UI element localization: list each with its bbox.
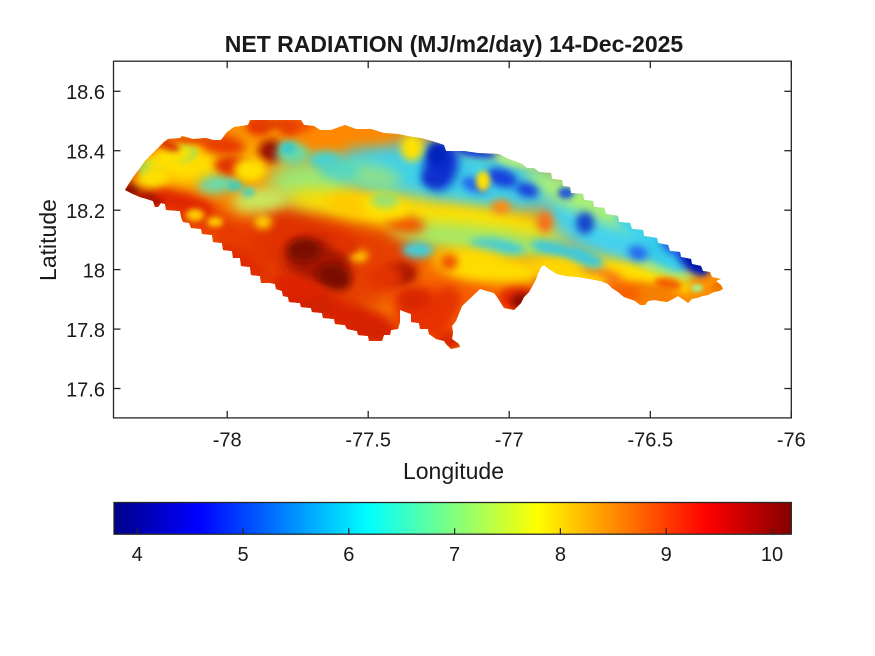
svg-text:NET RADIATION (MJ/m2/day) 14-D: NET RADIATION (MJ/m2/day) 14-Dec-2025	[225, 31, 684, 57]
svg-text:8: 8	[555, 544, 566, 566]
svg-text:10: 10	[761, 544, 783, 566]
svg-text:4: 4	[132, 544, 143, 566]
svg-text:18: 18	[83, 260, 105, 282]
svg-text:17.8: 17.8	[66, 320, 105, 342]
svg-text:Latitude: Latitude	[35, 199, 61, 281]
svg-text:18.6: 18.6	[66, 82, 105, 104]
svg-text:5: 5	[237, 544, 248, 566]
svg-text:-77: -77	[495, 430, 524, 452]
svg-text:Longitude: Longitude	[403, 458, 504, 484]
svg-text:-76.5: -76.5	[628, 430, 674, 452]
svg-text:-76: -76	[777, 430, 806, 452]
svg-text:9: 9	[661, 544, 672, 566]
svg-text:6: 6	[343, 544, 354, 566]
svg-text:-78: -78	[213, 430, 242, 452]
svg-text:18.2: 18.2	[66, 201, 105, 223]
svg-text:18.4: 18.4	[66, 142, 105, 164]
svg-text:7: 7	[449, 544, 460, 566]
svg-text:17.6: 17.6	[66, 379, 105, 401]
svg-text:-77.5: -77.5	[345, 430, 391, 452]
